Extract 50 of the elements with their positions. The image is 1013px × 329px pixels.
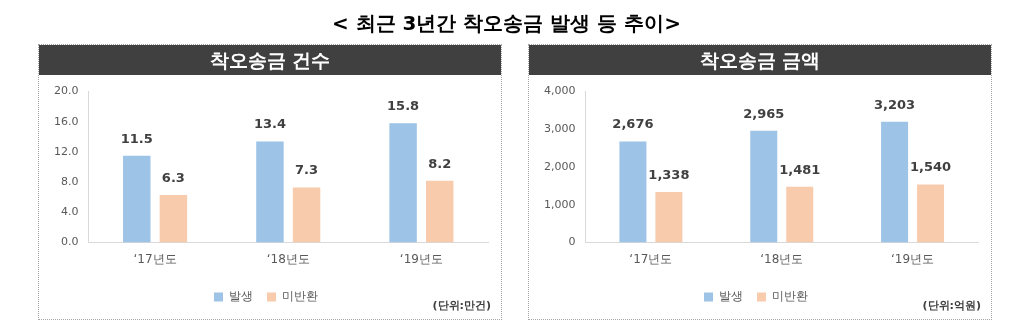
y-tick-label: 4,000	[543, 84, 576, 98]
bar	[159, 195, 188, 243]
data-label: 6.3	[161, 169, 185, 185]
y-tick-label: 8.0	[60, 175, 79, 189]
text: (단위:만건)	[432, 298, 491, 313]
data-label: 7.3	[295, 162, 319, 178]
y-tick-label: 4.0	[60, 205, 79, 219]
x-tick-label: ‘17년도	[133, 251, 177, 266]
y-tick-label: 2,000	[543, 159, 576, 173]
y-tick-label: 0.0	[60, 235, 79, 249]
text: (단위:억원)	[922, 298, 981, 313]
x-tick-label: ‘18년도	[266, 251, 310, 266]
chart-title: < 최근 3년간 착오송금 발생 등 추이>	[330, 10, 683, 37]
y-tick-label: 0	[568, 235, 576, 249]
y-tick-label: 3,000	[543, 122, 576, 136]
data-label: 13.4	[253, 116, 286, 132]
data-label: 8.2	[428, 155, 452, 171]
legend-label: 미반환	[772, 289, 808, 304]
y-tick-label: 16.0	[53, 114, 79, 128]
data-label: 1,338	[648, 166, 690, 182]
legend-label: 발생	[719, 289, 743, 304]
bar	[750, 130, 778, 243]
bar	[917, 184, 945, 243]
y-tick-label: 12.0	[53, 144, 79, 158]
bar	[389, 123, 417, 243]
data-label: 15.8	[387, 98, 420, 114]
data-label: 1,540	[910, 159, 952, 175]
chart-subtitle: 착오송금 금액	[529, 45, 991, 75]
data-label: 3,203	[874, 96, 916, 112]
chart-subtitle: 착오송금 건수	[39, 45, 501, 75]
x-tick-label: ‘18년도	[760, 251, 804, 266]
bar	[256, 141, 284, 243]
bar	[292, 187, 321, 243]
bar	[655, 192, 683, 243]
data-label: 11.5	[120, 130, 153, 146]
x-tick-label: ‘17년도	[629, 251, 673, 266]
x-tick-label: ‘19년도	[891, 251, 935, 266]
legend-label: 발생	[229, 289, 253, 304]
bar	[881, 121, 909, 243]
data-label: 2,965	[743, 105, 785, 121]
bar	[425, 180, 454, 243]
y-tick-label: 1,000	[543, 197, 576, 211]
data-label: 1,481	[779, 161, 821, 177]
legend-label: 미반환	[282, 289, 318, 304]
bar	[619, 141, 647, 243]
bar	[123, 155, 151, 243]
bar	[786, 186, 814, 243]
x-tick-label: ‘19년도	[399, 251, 443, 266]
data-label: 2,676	[612, 116, 654, 132]
y-tick-label: 20.0	[53, 84, 79, 98]
